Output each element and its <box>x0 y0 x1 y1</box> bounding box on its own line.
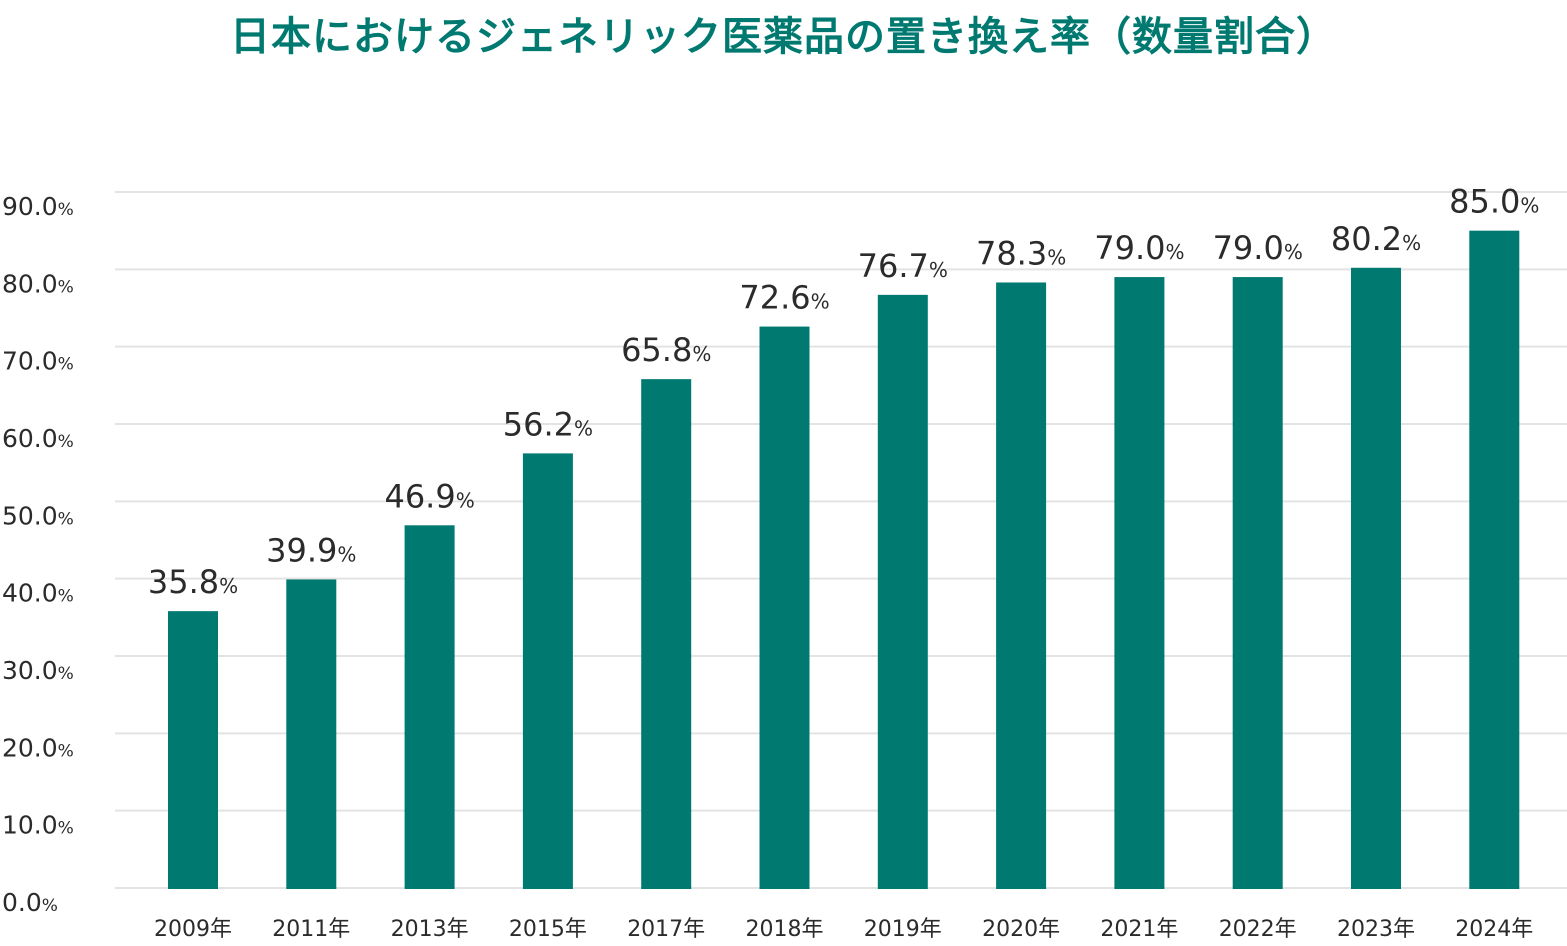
x-tick-label: 2013年 <box>391 917 469 942</box>
data-label-value: 76.7 <box>858 247 929 285</box>
y-tick-unit: % <box>58 200 74 220</box>
bar <box>877 294 928 889</box>
bar <box>286 579 337 889</box>
data-label: 56.2% <box>503 405 593 443</box>
y-tick-label: 50.0% <box>2 501 74 530</box>
x-tick-label: 2009年 <box>154 917 232 942</box>
y-tick-unit: % <box>58 509 74 529</box>
y-tick-label: 90.0% <box>2 192 74 221</box>
chart-title: 日本におけるジェネリック医薬品の置き換え率（数量割合） <box>230 14 1337 60</box>
bar <box>1232 277 1283 890</box>
x-tick-label: 2023年 <box>1337 917 1415 942</box>
x-tick-label: 2019年 <box>864 917 942 942</box>
y-tick-unit: % <box>58 664 74 684</box>
bar <box>759 326 810 889</box>
data-label-unit: % <box>692 342 711 366</box>
bar <box>404 525 455 889</box>
bar <box>996 282 1047 890</box>
bar <box>1469 230 1520 889</box>
y-tick-value: 20.0 <box>2 733 58 762</box>
data-label: 79.0% <box>1213 229 1303 267</box>
y-tick-unit: % <box>58 355 74 375</box>
data-label: 85.0% <box>1449 183 1539 221</box>
bar <box>522 453 573 889</box>
data-labels: 35.8%39.9%46.9%56.2%65.8%72.6%76.7% 78.3%… <box>148 183 1540 601</box>
bar <box>1114 277 1165 890</box>
data-label: 35.8% <box>148 563 238 601</box>
y-tick-value: 90.0 <box>2 192 58 221</box>
data-label: 76.7% <box>858 247 948 285</box>
x-tick-label: 2018年 <box>746 917 824 942</box>
x-tick-label: 2020年 <box>982 917 1060 942</box>
data-label-unit: % <box>929 258 948 282</box>
x-tick-label: 2022年 <box>1219 917 1297 942</box>
data-label-value: 35.8 <box>148 563 219 601</box>
y-tick-label: 20.0% <box>2 733 74 762</box>
data-label-value: 56.2 <box>503 405 574 443</box>
x-tick-label: 2011年 <box>272 917 350 942</box>
x-axis: 2009年 2011年 2013年 2015年 2017年 2018年 2019年 2020年… <box>154 917 1533 942</box>
y-tick-value: 30.0 <box>2 656 58 685</box>
gridlines <box>115 191 1567 889</box>
y-tick-label: 80.0% <box>2 269 74 298</box>
x-tick-label: 2017年 <box>627 917 705 942</box>
bar <box>168 611 218 889</box>
y-tick-value: 60.0 <box>2 424 58 453</box>
y-tick-unit: % <box>58 741 74 761</box>
y-tick-unit: % <box>42 896 58 916</box>
y-tick-label: 70.0% <box>2 347 74 376</box>
y-axis: 0.0%10.0%20.0%30.0%40.0%50.0%60.0%70.0%8… <box>2 192 74 917</box>
y-tick-label: 60.0% <box>2 424 74 453</box>
y-tick-value: 0.0 <box>2 888 42 917</box>
y-tick-unit: % <box>58 587 74 607</box>
y-tick-label: 30.0% <box>2 656 74 685</box>
data-label-value: 80.2 <box>1331 220 1402 258</box>
y-tick-value: 40.0 <box>2 579 58 608</box>
data-label-value: 79.0 <box>1094 229 1165 267</box>
data-label-unit: % <box>1047 245 1066 269</box>
y-tick-unit: % <box>58 277 74 297</box>
data-label: 72.6% <box>739 279 829 317</box>
data-label-value: 46.9 <box>384 477 455 515</box>
bars <box>168 230 1520 890</box>
data-label-value: 78.3 <box>976 234 1047 272</box>
bar <box>1351 267 1401 890</box>
data-label-value: 39.9 <box>266 531 337 569</box>
data-label: 80.2% <box>1331 220 1421 258</box>
data-label-unit: % <box>811 290 830 314</box>
data-label-unit: % <box>1166 240 1185 264</box>
y-tick-value: 50.0 <box>2 501 58 530</box>
y-tick-label: 0.0% <box>2 888 58 917</box>
data-label-unit: % <box>1402 231 1421 255</box>
data-label-value: 85.0 <box>1449 183 1520 221</box>
data-label-value: 65.8 <box>621 331 692 369</box>
data-label-unit: % <box>1284 240 1303 264</box>
data-label-unit: % <box>337 542 356 566</box>
data-label: 79.0% <box>1094 229 1184 267</box>
data-label: 65.8% <box>621 331 711 369</box>
y-tick-unit: % <box>58 819 74 839</box>
y-tick-value: 10.0 <box>2 811 58 840</box>
data-label-unit: % <box>1520 194 1539 218</box>
y-tick-label: 10.0% <box>2 811 74 840</box>
data-label: 46.9% <box>384 477 474 515</box>
data-label: 39.9% <box>266 531 356 569</box>
x-tick-label: 2015年 <box>509 917 587 942</box>
y-tick-label: 40.0% <box>2 579 74 608</box>
data-label-unit: % <box>219 574 238 598</box>
y-tick-value: 80.0 <box>2 269 58 298</box>
data-label-unit: % <box>574 416 593 440</box>
data-label-value: 79.0 <box>1213 229 1284 267</box>
x-tick-label: 2024年 <box>1455 917 1533 942</box>
bar <box>641 379 692 889</box>
y-tick-unit: % <box>58 432 74 452</box>
data-label: 78.3% <box>976 234 1066 272</box>
data-label-value: 72.6 <box>739 279 810 317</box>
y-tick-value: 70.0 <box>2 347 58 376</box>
x-tick-label: 2021年 <box>1100 917 1178 942</box>
data-label-unit: % <box>456 488 475 512</box>
